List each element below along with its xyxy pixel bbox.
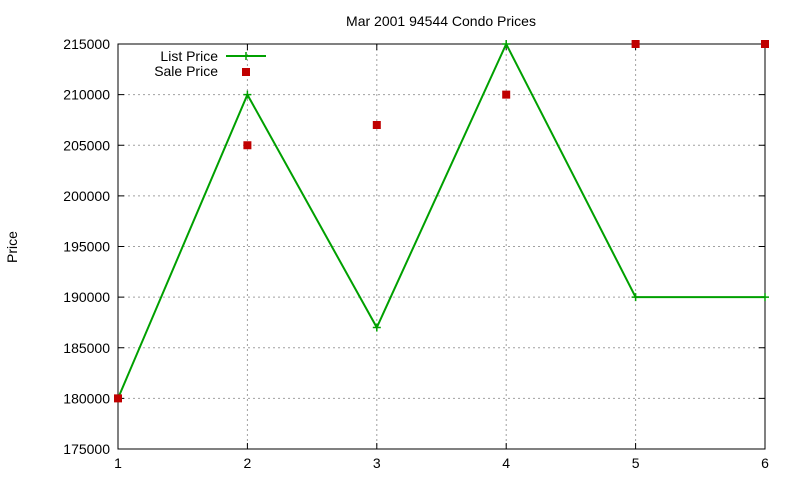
series-layer [114,40,769,403]
list-price-point [761,293,769,302]
list-price-point [502,40,511,48]
y-tick-label: 190000 [63,289,110,305]
y-tick-label: 205000 [63,137,110,153]
plot-frame [117,43,766,450]
y-tick-label: 195000 [63,239,110,255]
sale-price-point [502,90,511,99]
y-tick-label: 200000 [63,188,110,204]
sale-price-point [631,40,640,48]
legend-marker-sale-price [242,68,250,76]
x-tick-label: 2 [244,455,252,471]
legend-marker-list-price [242,52,250,60]
list-price-point [631,293,640,302]
y-axis-label: Price [4,231,20,263]
y-tick-label: 210000 [63,87,110,103]
x-tick-label: 3 [373,455,381,471]
axis-ticks: 175000 180000 185000 190000 195000 200000 2050… [63,36,769,471]
list-price-line [117,41,765,399]
grid-lines [118,44,765,449]
sale-price-point [372,121,381,129]
chart-title: Mar 2001 94544 Condo Prices [346,13,536,29]
y-tick-label: 215000 [63,36,110,52]
sale-price-point [243,141,252,150]
x-tick-label: 1 [114,455,122,471]
y-tick-label: 180000 [63,390,110,406]
legend-label-list-price: List Price [160,48,218,64]
list-price-point [243,90,252,99]
x-tick-label: 6 [761,455,769,471]
sale-price-point [761,40,769,48]
x-tick-label: 4 [502,455,510,471]
y-tick-label: 175000 [63,441,110,457]
legend-label-sale-price: Sale Price [154,63,218,79]
sale-price-point [114,394,122,403]
y-tick-label: 185000 [63,340,110,356]
x-tick-label: 5 [632,455,640,471]
list-price-point [372,323,381,332]
